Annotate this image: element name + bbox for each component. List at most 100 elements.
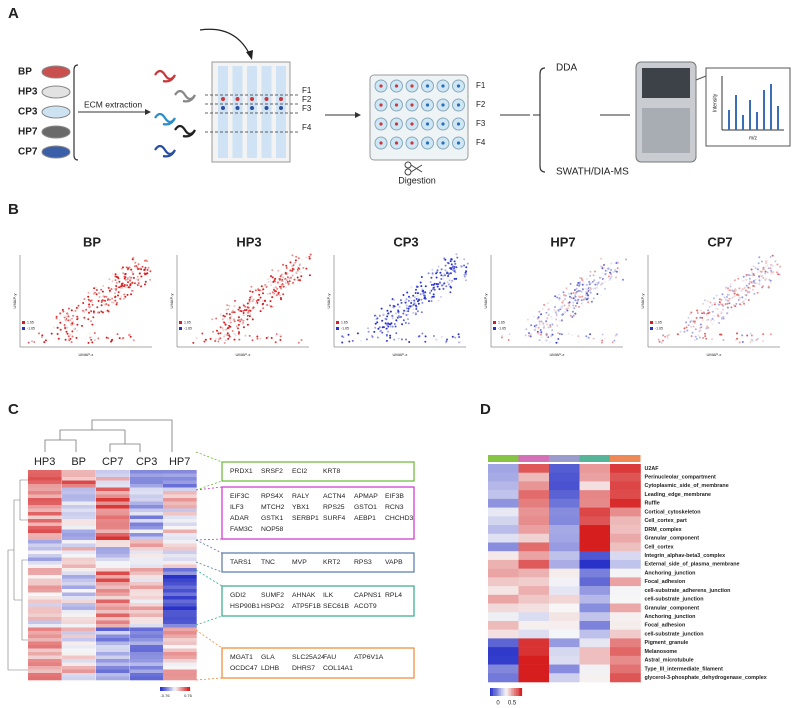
cell-dot <box>767 267 770 270</box>
cell-dot <box>233 320 236 323</box>
cell-dot <box>450 286 453 289</box>
cell-dot <box>382 313 385 316</box>
cell-dot <box>415 308 418 310</box>
cell-dot <box>298 264 301 267</box>
cell-dot <box>293 278 296 281</box>
method-label: SWATH/DIA-MS <box>556 167 629 178</box>
cell-dot <box>603 281 606 284</box>
well-dot <box>425 141 430 145</box>
cell-dot <box>221 318 224 321</box>
heat-cell <box>28 477 62 481</box>
cell-dot <box>713 302 716 305</box>
cell-dot <box>533 315 536 318</box>
cell-dot <box>453 270 456 273</box>
cell-dot <box>444 269 447 272</box>
legend-gradient <box>501 688 503 696</box>
cell-dot <box>137 284 140 287</box>
cell-dot <box>530 324 533 327</box>
cell-dot <box>415 305 418 308</box>
legend-gradient <box>504 688 507 696</box>
cell-dot <box>269 280 272 283</box>
column-label: HP3 <box>34 456 55 468</box>
cell-dot <box>231 309 234 312</box>
legend-key <box>22 321 25 324</box>
cell-dot <box>549 321 552 324</box>
heat-cell <box>96 498 130 502</box>
heat-cell <box>28 529 62 534</box>
legend-gradient <box>494 688 497 696</box>
cell-dot <box>729 285 732 288</box>
legend-key <box>650 321 653 324</box>
heat-cell <box>62 645 96 649</box>
cell-dot <box>432 295 435 298</box>
cell-dot <box>248 300 251 303</box>
cell-dot <box>59 321 62 324</box>
cell-dot <box>97 337 100 340</box>
cell-dot <box>211 318 214 321</box>
cell-dot <box>123 285 125 288</box>
connector <box>195 480 223 491</box>
cell-dot <box>579 296 582 299</box>
heat-cell <box>28 610 62 614</box>
cell-dot <box>576 284 579 287</box>
cell-dot <box>279 285 281 288</box>
cell-dot <box>115 303 118 306</box>
cell-dot <box>610 275 613 278</box>
cell-dot <box>119 297 122 300</box>
heat-cell <box>96 487 130 492</box>
cell-dot <box>239 320 242 323</box>
cell-dot <box>132 256 135 259</box>
cell-dot <box>741 341 744 343</box>
cell-dot <box>501 335 504 337</box>
cell-dot <box>124 295 127 298</box>
cell-dot <box>585 283 588 286</box>
cell-dot <box>423 297 426 300</box>
heat-cell <box>28 648 62 653</box>
connector <box>195 561 223 573</box>
mass-spectrometer <box>635 61 697 163</box>
gene-label: TARS1 <box>230 559 252 566</box>
heat-cell <box>610 629 641 639</box>
panel-label: B <box>8 201 19 218</box>
cell-dot <box>393 338 396 341</box>
cell-dot <box>731 296 734 299</box>
cell-dot <box>690 325 693 328</box>
cell-dot <box>577 335 580 338</box>
cell-dot <box>274 341 277 344</box>
cell-dot <box>581 304 584 307</box>
cell-dot <box>59 328 62 331</box>
cell-dot <box>89 305 91 308</box>
cell-dot <box>599 283 602 286</box>
cell-dot <box>772 271 775 274</box>
legend-gradient <box>498 688 500 696</box>
cell-dot <box>405 310 408 313</box>
heat-cell <box>62 620 96 625</box>
cell-dot <box>769 279 772 282</box>
cell-dot <box>259 296 262 299</box>
gene-label: RPS25 <box>323 504 345 511</box>
cell-dot <box>582 298 585 301</box>
axis-label: UMAP-x <box>393 352 408 357</box>
cell-dot <box>271 291 274 294</box>
well-dot <box>456 141 461 145</box>
heat-cell <box>579 525 611 535</box>
connector <box>195 539 223 554</box>
cell-dot <box>101 311 104 314</box>
heat-cell <box>163 564 197 569</box>
cell-dot <box>391 325 394 328</box>
cell-dot <box>703 312 706 315</box>
cell-dot <box>446 281 449 284</box>
row-label: Anchoring_junction <box>645 570 696 576</box>
heat-cell <box>549 551 580 561</box>
heat-cell <box>130 669 164 674</box>
cell-dot <box>716 312 719 315</box>
cell-dot <box>282 285 285 288</box>
cell-dot <box>117 294 119 297</box>
legend-gradient <box>496 688 499 696</box>
cell-dot <box>750 334 753 337</box>
heat-cell <box>130 505 164 509</box>
heat-cell <box>28 522 62 527</box>
cell-dot <box>246 302 249 305</box>
gene-label: GSTO1 <box>354 504 377 511</box>
heat-cell <box>62 655 96 660</box>
